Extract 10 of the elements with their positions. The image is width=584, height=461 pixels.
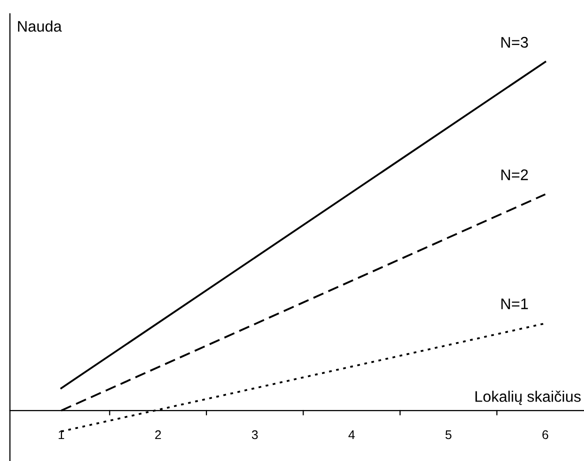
series-label: N=1: [501, 298, 528, 310]
x-axis-title: Lokalių skaičius: [475, 390, 581, 405]
series-label: N=3: [501, 36, 528, 48]
x-tick-label: 5: [445, 430, 452, 440]
x-tick-label: 6: [542, 430, 548, 440]
y-axis-title: Nauda: [18, 20, 62, 32]
series-label: N=2: [501, 169, 528, 180]
x-tick-label: 2: [155, 430, 161, 440]
x-tick-label: 3: [252, 430, 258, 440]
x-tick-label: 4: [348, 430, 355, 440]
